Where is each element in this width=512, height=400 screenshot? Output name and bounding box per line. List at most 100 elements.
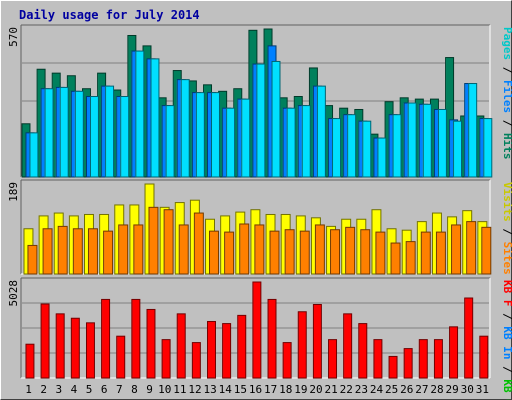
bar-fill xyxy=(451,224,461,274)
bar-fill xyxy=(421,232,431,274)
bar-outline xyxy=(209,230,219,275)
bar-outline xyxy=(85,322,95,379)
bar-outline xyxy=(483,118,493,178)
bar-outline xyxy=(191,342,201,379)
bar-fill xyxy=(162,339,171,378)
bar-outline xyxy=(116,335,126,379)
bar-kb-f xyxy=(373,339,383,379)
bar-outline xyxy=(74,90,84,178)
bar-fill xyxy=(75,91,84,177)
x-tick-label: 29 xyxy=(446,383,459,396)
bar-pages xyxy=(211,92,220,178)
bar-outline xyxy=(390,242,401,275)
bar-sites xyxy=(330,229,341,275)
bar-outline xyxy=(407,102,417,178)
x-tick-label: 5 xyxy=(86,383,93,396)
x-axis-labels: 1 2 3 4 5 6 7 8 9 10 11 12 13 14 15 16 17 18 19 20 21 22 23 24 2… xyxy=(25,383,489,396)
x-tick-label: 18 xyxy=(279,383,292,396)
bar-sites xyxy=(209,230,219,275)
bar-sites xyxy=(435,231,446,275)
bar-outline xyxy=(146,308,156,379)
bar-outline xyxy=(332,118,342,178)
bar-outline xyxy=(422,103,432,178)
bar-fill xyxy=(373,339,382,378)
bar-outline xyxy=(286,107,296,178)
x-tick-label: 4 xyxy=(71,383,78,396)
bar-kb-f xyxy=(55,313,65,379)
bar-fill xyxy=(256,64,265,177)
x-tick-label: 6 xyxy=(101,383,108,396)
bar-kb-f xyxy=(252,281,262,379)
bar-outline xyxy=(27,244,38,275)
bar-fill xyxy=(241,99,250,177)
bar-fill xyxy=(298,311,307,378)
bar-fill xyxy=(45,88,54,177)
bar-fill xyxy=(287,108,296,177)
bar-outline xyxy=(133,224,144,275)
bar-outline xyxy=(25,343,35,379)
bar-outline xyxy=(87,228,98,275)
bar-outline xyxy=(207,320,216,379)
x-tick-label: 2 xyxy=(40,383,47,396)
bar-outline xyxy=(451,224,462,275)
bar-pages xyxy=(241,98,251,178)
bar-fill xyxy=(285,229,295,274)
bar-fill xyxy=(375,232,385,274)
bar-fill xyxy=(60,87,69,177)
x-tick-label: 22 xyxy=(340,383,353,396)
bar-outline xyxy=(314,224,325,275)
bar-sites xyxy=(27,244,38,275)
x-tick-label: 3 xyxy=(56,383,63,396)
x-tick-label: 30 xyxy=(461,383,474,396)
bar-pages xyxy=(120,96,130,178)
bar-outline xyxy=(254,224,265,275)
bar-outline xyxy=(120,96,130,178)
bar-fill xyxy=(224,232,234,274)
bar-fill xyxy=(445,57,454,178)
bar-fill xyxy=(358,323,367,378)
bar-fill xyxy=(222,323,231,378)
x-tick-label: 31 xyxy=(476,383,489,396)
bar-pages xyxy=(165,105,175,178)
bar-fill xyxy=(464,298,473,378)
bar-outline xyxy=(347,114,357,178)
bar-outline xyxy=(392,114,402,178)
chart-title: Daily usage for July 2014 xyxy=(19,8,200,22)
bar-fill xyxy=(408,103,417,177)
bar-pages xyxy=(59,86,69,178)
bar-outline xyxy=(360,229,371,275)
bar-fill xyxy=(313,304,322,378)
bar-outline xyxy=(256,63,266,178)
bar-fill xyxy=(101,299,110,378)
bar-fill xyxy=(207,321,216,378)
bar-sites xyxy=(133,224,144,275)
bar-fill xyxy=(345,227,355,274)
bar-pages xyxy=(453,120,463,178)
x-tick-label: 13 xyxy=(203,383,216,396)
legend-entry: Files xyxy=(501,80,512,113)
bar-fill xyxy=(272,61,280,177)
bar-outline xyxy=(271,60,281,178)
legend-label-group-3: KB F / KB In / KB Out xyxy=(501,280,512,400)
bar-fill xyxy=(360,229,370,274)
bar-fill xyxy=(343,313,352,378)
bar-fill xyxy=(120,96,129,177)
bar-outline xyxy=(301,105,311,178)
bar-kb-f xyxy=(237,314,247,379)
bar-fill xyxy=(453,121,462,177)
bar-fill xyxy=(377,138,386,177)
bar-fill xyxy=(268,299,277,378)
bar-pages xyxy=(377,137,387,178)
legend-entry: / xyxy=(501,113,512,133)
bar-kb-f xyxy=(449,326,459,379)
bar-pages xyxy=(226,107,236,178)
bar-sites xyxy=(481,226,492,275)
y-max-label: 189 xyxy=(7,182,20,202)
bar-kb-f xyxy=(388,355,398,379)
bar-kb-f xyxy=(282,342,292,379)
x-tick-label: 1 xyxy=(25,383,32,396)
bar-fill xyxy=(393,114,402,177)
bar-outline xyxy=(44,88,54,178)
panel-pages-files-hits: 570 xyxy=(7,24,493,178)
